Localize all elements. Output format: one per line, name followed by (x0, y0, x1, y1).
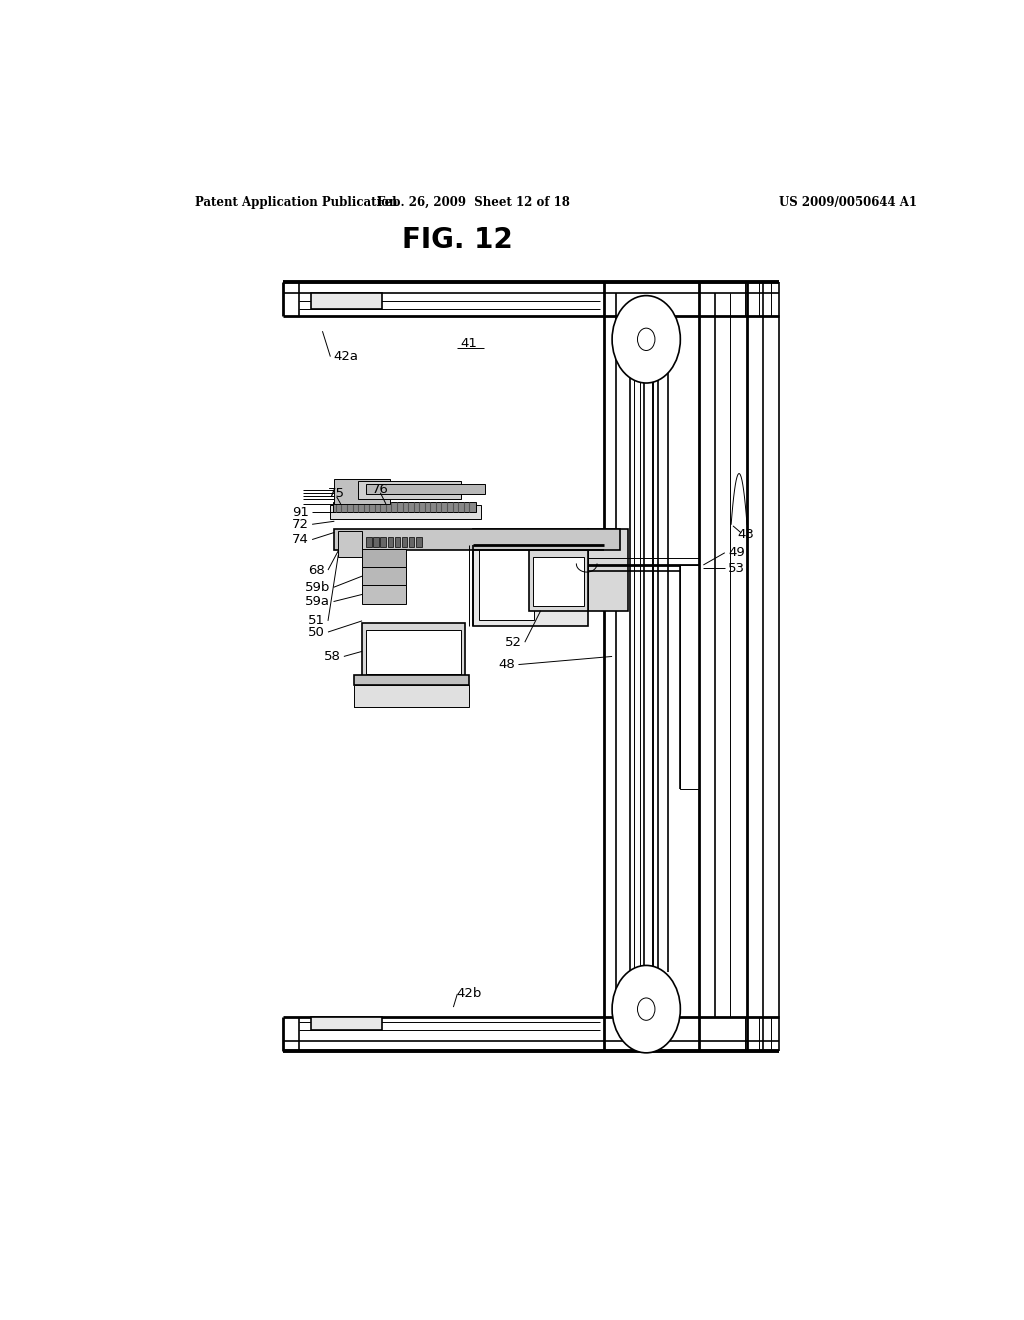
Bar (380, 536, 386, 546)
Bar (333, 502, 475, 512)
Circle shape (612, 965, 680, 1053)
Bar (401, 536, 408, 546)
Text: 42a: 42a (334, 350, 358, 363)
Bar (473, 529, 588, 626)
Bar (479, 544, 535, 620)
Text: 51: 51 (308, 614, 325, 627)
Circle shape (638, 329, 655, 351)
Text: FIG. 12: FIG. 12 (402, 226, 513, 253)
Text: 42b: 42b (457, 987, 482, 1001)
Text: 41: 41 (461, 337, 477, 350)
Text: 53: 53 (728, 561, 745, 574)
Bar (416, 536, 422, 546)
Text: Patent Application Publication: Patent Application Publication (196, 195, 398, 209)
Bar (354, 675, 469, 685)
Bar (310, 1018, 382, 1031)
Bar (338, 532, 362, 557)
Bar (409, 536, 415, 546)
Text: 50: 50 (308, 626, 325, 639)
Bar (362, 568, 406, 585)
Bar (358, 480, 461, 499)
Bar (310, 293, 382, 309)
Bar (362, 623, 465, 678)
Bar (354, 685, 469, 708)
Bar (367, 630, 461, 673)
Text: 91: 91 (292, 506, 309, 519)
Text: Feb. 26, 2009  Sheet 12 of 18: Feb. 26, 2009 Sheet 12 of 18 (377, 195, 569, 209)
Circle shape (638, 998, 655, 1020)
Bar (367, 483, 485, 494)
Bar (528, 549, 588, 611)
Bar (362, 585, 406, 603)
Text: US 2009/0050644 A1: US 2009/0050644 A1 (778, 195, 916, 209)
Text: 43: 43 (737, 528, 755, 541)
Circle shape (612, 296, 680, 383)
Text: 48: 48 (499, 659, 515, 671)
Text: 74: 74 (292, 533, 309, 546)
Bar (362, 549, 406, 568)
Bar (532, 557, 585, 606)
Text: 72: 72 (292, 517, 309, 531)
Bar (331, 506, 481, 519)
Bar (334, 479, 390, 504)
Text: 59b: 59b (305, 581, 331, 594)
Text: 58: 58 (324, 649, 341, 663)
Text: 68: 68 (308, 564, 325, 577)
Bar (387, 536, 393, 546)
Bar (334, 529, 620, 549)
Text: 75: 75 (329, 487, 345, 500)
Text: 49: 49 (728, 546, 744, 560)
Bar (373, 536, 379, 546)
Bar (367, 536, 372, 546)
Text: 52: 52 (505, 636, 521, 648)
Text: 59a: 59a (305, 595, 331, 609)
Text: 76: 76 (372, 483, 389, 496)
Bar (394, 536, 400, 546)
Bar (588, 529, 628, 611)
Bar (680, 565, 699, 788)
